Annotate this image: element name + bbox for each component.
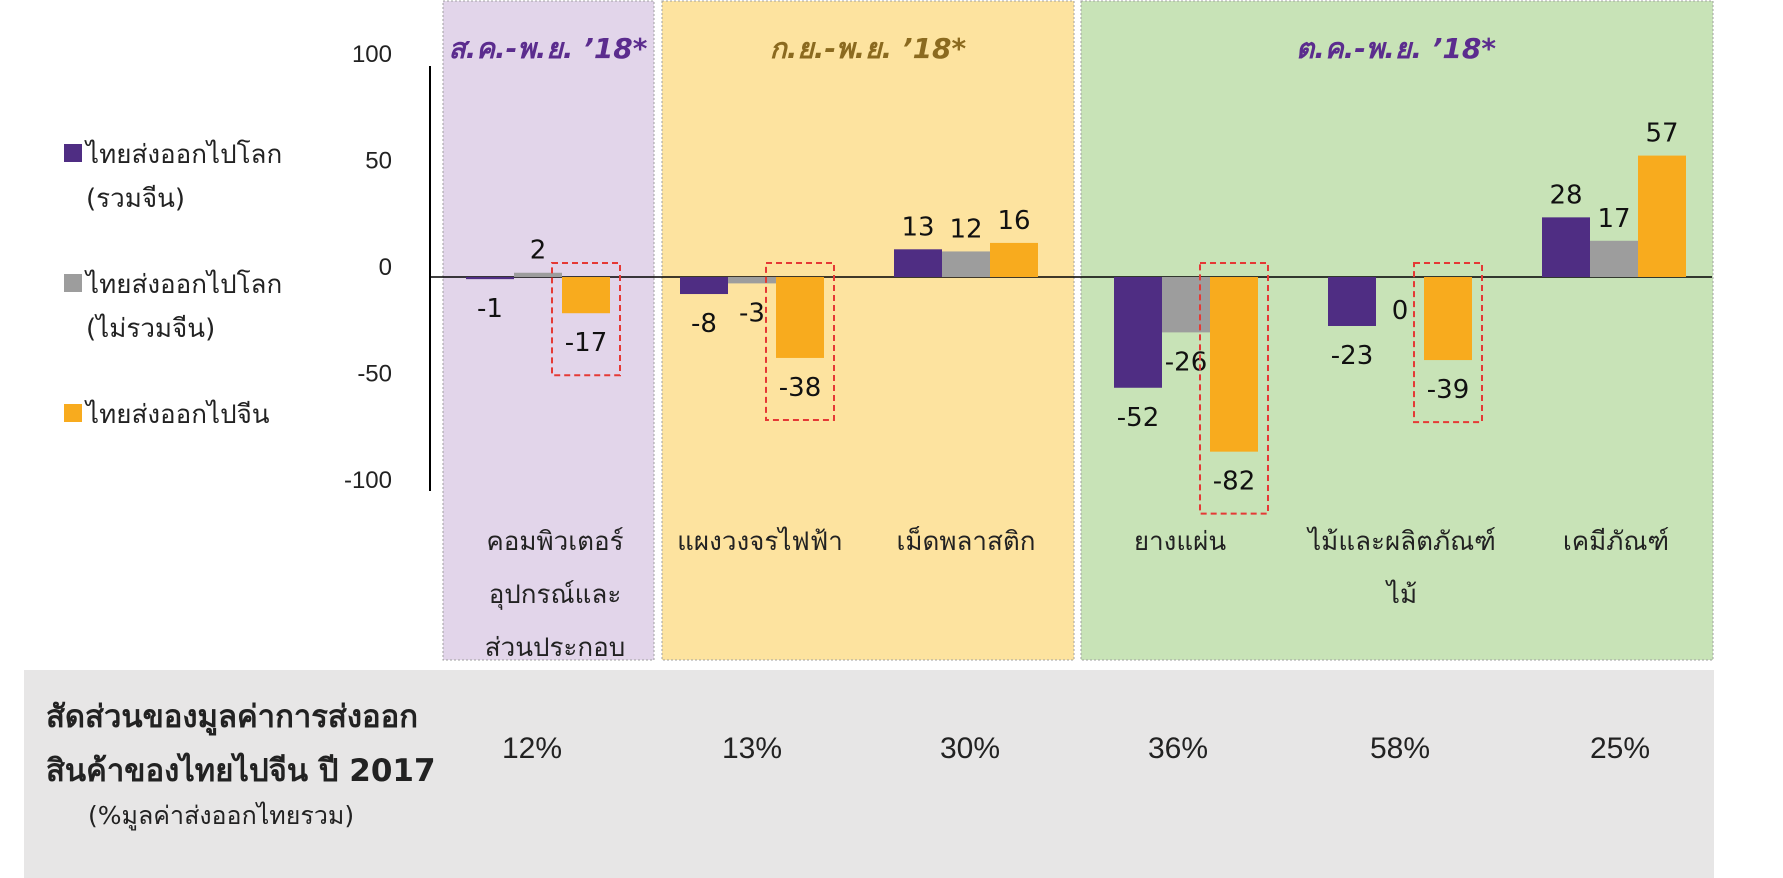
y-tick-label: -50	[357, 361, 392, 388]
highlight-boxes	[551, 262, 1483, 515]
legend-item-china: ไทยส่งออกไปจีน	[64, 393, 270, 437]
bar-value-label: -52	[1117, 403, 1159, 433]
category-label: อุปกรณ์และ	[489, 580, 622, 610]
y-tick-label: 50	[365, 148, 392, 175]
legend-label: ไทยส่งออกไปจีน	[86, 400, 270, 430]
bar-value-label: -26	[1165, 347, 1207, 377]
legend-swatch-yellow	[64, 404, 82, 422]
bar	[1424, 277, 1472, 361]
legend-item-world-excl-china: ไทยส่งออกไปโลก (ไม่รวมจีน)	[64, 263, 282, 351]
bar-value-label: 2	[530, 236, 547, 266]
share-panel-title: สัดส่วนของมูลค่าการส่งออก สินค้าของไทยไป…	[46, 699, 436, 789]
legend-swatch-purple	[64, 144, 82, 162]
bar	[514, 272, 562, 277]
y-axis: 100 50 0 -50 -100	[344, 41, 1712, 494]
bar	[1638, 155, 1686, 277]
category-label: คอมพิวเตอร์	[486, 527, 623, 557]
highlight-box	[1413, 262, 1483, 424]
bar	[942, 251, 990, 277]
share-value-computers: 12%	[501, 732, 563, 765]
share-value-chemicals: 25%	[1589, 732, 1651, 765]
bar-value-label: 13	[901, 212, 934, 242]
bar-value-label: 17	[1597, 204, 1630, 234]
category-label: แผงวงจรไฟฟ้า	[677, 526, 843, 557]
category-label: ยางแผ่น	[1134, 527, 1227, 557]
period-bands: ส.ค.-พ.ย. ’18* ก.ย.-พ.ย. ’18* ต.ค.-พ.ย. ’1…	[442, 0, 1714, 661]
bar	[894, 249, 942, 277]
y-tick-label: 0	[379, 254, 392, 281]
share-value-circuit-boards: 13%	[721, 732, 783, 765]
share-value-wood-products: 58%	[1369, 732, 1431, 765]
bar-value-label: 12	[949, 214, 982, 244]
china-share-panel: สัดส่วนของมูลค่าการส่งออก สินค้าของไทยไป…	[24, 670, 1714, 878]
bar	[1210, 277, 1258, 452]
bar-chart: ส.ค.-พ.ย. ’18* ก.ย.-พ.ย. ’18* ต.ค.-พ.ย. ’1…	[344, 0, 1714, 663]
bar	[466, 277, 514, 280]
bar	[1114, 277, 1162, 388]
bar-value-label: -23	[1331, 341, 1373, 371]
bar	[1590, 240, 1638, 277]
bar-value-label: 16	[997, 206, 1030, 236]
highlight-box	[1199, 262, 1269, 515]
bar	[990, 242, 1038, 277]
period-band	[442, 0, 655, 661]
bar	[1162, 277, 1210, 333]
y-tick-label: 100	[352, 41, 392, 68]
period-band-title: ส.ค.-พ.ย. ’18*	[449, 32, 648, 65]
category-label: ไม้และผลิตภัณฑ์	[1306, 526, 1496, 557]
y-tick-label: -100	[344, 467, 392, 494]
legend-swatch-gray	[64, 274, 82, 292]
bar-value-label: -1	[477, 294, 503, 324]
share-value-plastic-resin: 30%	[939, 732, 1001, 765]
bar-value-label: 0	[1392, 296, 1409, 326]
period-band-title: ต.ค.-พ.ย. ’18*	[1296, 32, 1496, 65]
bar-value-label: -38	[779, 373, 821, 403]
bars	[466, 155, 1686, 452]
bar-value-label: -39	[1427, 375, 1469, 405]
highlight-box	[551, 262, 621, 377]
bar-value-label: -17	[565, 328, 607, 358]
share-panel-subtitle: (%มูลค่าส่งออกไทยรวม)	[88, 801, 355, 830]
bar	[728, 277, 776, 284]
legend-label: ไทยส่งออกไปโลก (รวมจีน)	[86, 140, 283, 214]
period-band-title: ก.ย.-พ.ย. ’18*	[770, 32, 967, 65]
bar-value-label: -82	[1213, 467, 1255, 497]
bar	[680, 277, 728, 295]
bar-value-label: -3	[739, 298, 765, 328]
bar	[1542, 217, 1590, 277]
bar	[1328, 277, 1376, 326]
bar-value-label: -8	[691, 309, 717, 339]
category-label: เคมีภัณฑ์	[1563, 527, 1669, 557]
category-label: เม็ดพลาสติก	[896, 525, 1035, 557]
legend-item-world-incl-china: ไทยส่งออกไปโลก (รวมจีน)	[64, 133, 282, 221]
share-value-rubber-sheet: 36%	[1147, 732, 1209, 765]
category-label: ส่วนประกอบ	[485, 633, 626, 663]
bar	[776, 277, 824, 358]
highlight-box	[765, 262, 835, 421]
period-band	[661, 0, 1075, 661]
legend-label: ไทยส่งออกไปโลก (ไม่รวมจีน)	[86, 270, 283, 344]
bar-value-label: 57	[1645, 119, 1678, 149]
bar	[562, 277, 610, 314]
bar-value-label: 28	[1549, 180, 1582, 210]
category-label: ไม้	[1385, 579, 1417, 610]
data-labels: -1 2 -17 -8 -3 -38 13 12 16 -52-26 -82 -23 0 -39 28 17 5…	[477, 119, 1679, 497]
